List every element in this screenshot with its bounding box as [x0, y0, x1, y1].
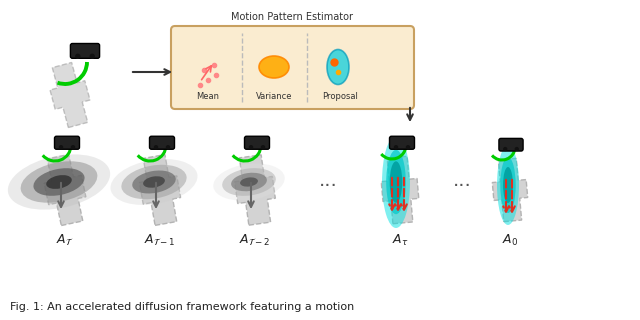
Ellipse shape — [327, 50, 349, 84]
Ellipse shape — [390, 161, 403, 203]
Text: ...: ... — [452, 171, 472, 189]
Text: Motion Pattern Estimator: Motion Pattern Estimator — [231, 12, 353, 22]
Ellipse shape — [111, 159, 198, 205]
Text: $A_0$: $A_0$ — [502, 232, 518, 248]
Circle shape — [166, 145, 170, 149]
Ellipse shape — [500, 157, 516, 213]
Polygon shape — [381, 156, 419, 224]
Ellipse shape — [33, 168, 84, 196]
Circle shape — [59, 145, 63, 149]
Text: Proposal: Proposal — [322, 92, 358, 101]
Ellipse shape — [503, 167, 513, 203]
Ellipse shape — [132, 171, 176, 194]
Ellipse shape — [46, 175, 72, 189]
Ellipse shape — [231, 173, 267, 191]
Ellipse shape — [259, 56, 289, 78]
Ellipse shape — [386, 150, 406, 214]
Ellipse shape — [143, 176, 165, 188]
Ellipse shape — [222, 168, 276, 196]
Ellipse shape — [497, 145, 519, 225]
Text: $A_{\tau}$: $A_{\tau}$ — [392, 232, 408, 248]
Polygon shape — [50, 62, 90, 128]
Circle shape — [406, 145, 410, 149]
Ellipse shape — [8, 154, 110, 210]
Circle shape — [260, 145, 265, 149]
Polygon shape — [140, 155, 180, 225]
Circle shape — [515, 147, 519, 151]
Circle shape — [503, 147, 508, 151]
FancyBboxPatch shape — [390, 136, 415, 149]
Text: Variance: Variance — [256, 92, 292, 101]
FancyBboxPatch shape — [70, 44, 100, 58]
Circle shape — [90, 54, 95, 59]
Text: $A_{\mathcal{T}-2}$: $A_{\mathcal{T}-2}$ — [239, 232, 271, 248]
Polygon shape — [44, 155, 86, 226]
FancyBboxPatch shape — [171, 26, 414, 109]
Text: $A_{\mathcal{T}}$: $A_{\mathcal{T}}$ — [56, 232, 74, 248]
Text: Fig. 1: An accelerated diffusion framework featuring a motion: Fig. 1: An accelerated diffusion framewo… — [10, 302, 355, 312]
Circle shape — [75, 54, 81, 59]
FancyBboxPatch shape — [54, 136, 79, 149]
Text: ...: ... — [319, 171, 337, 189]
FancyBboxPatch shape — [499, 138, 523, 151]
Polygon shape — [492, 158, 528, 222]
Ellipse shape — [122, 165, 187, 199]
Circle shape — [249, 145, 253, 149]
Circle shape — [394, 145, 398, 149]
Text: $A_{\mathcal{T}-1}$: $A_{\mathcal{T}-1}$ — [145, 232, 175, 248]
Ellipse shape — [382, 136, 410, 228]
Ellipse shape — [213, 164, 285, 201]
Text: Mean: Mean — [196, 92, 220, 101]
Ellipse shape — [240, 177, 258, 187]
FancyBboxPatch shape — [150, 136, 175, 149]
FancyBboxPatch shape — [244, 136, 269, 149]
Polygon shape — [235, 155, 275, 225]
Ellipse shape — [20, 161, 97, 203]
Circle shape — [71, 145, 76, 149]
Circle shape — [154, 145, 158, 149]
